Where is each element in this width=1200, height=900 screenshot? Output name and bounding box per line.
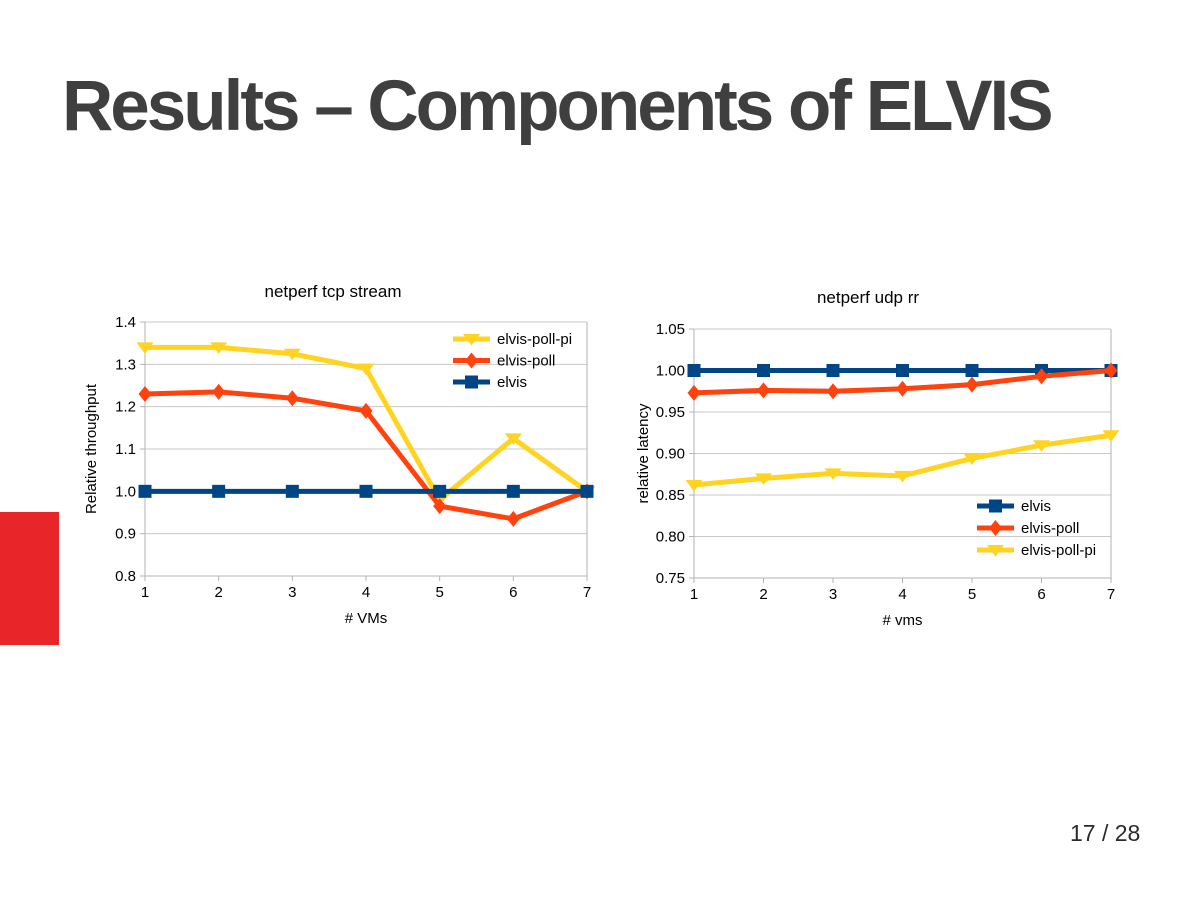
svg-text:Relative throughput: Relative throughput	[83, 383, 100, 514]
svg-text:elvis-poll-pi: elvis-poll-pi	[1021, 542, 1096, 559]
svg-text:netperf tcp stream: netperf tcp stream	[264, 282, 401, 301]
svg-text:0.85: 0.85	[656, 487, 685, 504]
svg-text:1.00: 1.00	[656, 363, 685, 380]
svg-text:elvis-poll-pi: elvis-poll-pi	[497, 331, 572, 348]
svg-text:1.4: 1.4	[115, 314, 136, 331]
svg-text:elvis-poll: elvis-poll	[1021, 520, 1079, 537]
svg-text:6: 6	[509, 584, 517, 601]
netperf-udp-rr-chart: 1.05 1.00 0.95 0.90 0.85 0.80 0.75 1 2 3 4 5 6 7 netpe…	[635, 288, 1120, 629]
svg-text:0.8: 0.8	[115, 568, 136, 585]
svg-text:netperf udp rr: netperf udp rr	[817, 288, 919, 307]
svg-text:7: 7	[583, 584, 591, 601]
svg-text:2: 2	[214, 584, 222, 601]
svg-text:elvis: elvis	[497, 374, 527, 391]
svg-text:6: 6	[1037, 586, 1045, 603]
svg-text:5: 5	[968, 586, 976, 603]
svg-text:0.80: 0.80	[656, 529, 685, 546]
svg-text:4: 4	[898, 586, 906, 603]
svg-text:2: 2	[759, 586, 767, 603]
svg-text:1.2: 1.2	[115, 399, 136, 416]
netperf-tcp-stream-chart: 1.4 1.3 1.2 1.1 1.0 0.9 0.8 1 2 3 4 5 6 7 netperf tcp …	[83, 282, 596, 627]
svg-text:1.1: 1.1	[115, 441, 136, 458]
red-accent-bar	[0, 512, 59, 645]
svg-text:# VMs: # VMs	[345, 610, 388, 627]
svg-text:0.90: 0.90	[656, 446, 685, 463]
svg-text:4: 4	[362, 584, 370, 601]
svg-text:1.05: 1.05	[656, 321, 685, 338]
svg-text:0.9: 0.9	[115, 526, 136, 543]
svg-text:elvis: elvis	[1021, 498, 1051, 515]
svg-text:# vms: # vms	[882, 612, 922, 629]
svg-text:1.0: 1.0	[115, 483, 136, 500]
svg-text:3: 3	[288, 584, 296, 601]
svg-text:1: 1	[141, 584, 149, 601]
svg-text:3: 3	[829, 586, 837, 603]
svg-text:5: 5	[435, 584, 443, 601]
page-number: 17 / 28	[1070, 820, 1141, 846]
svg-text:0.75: 0.75	[656, 570, 685, 587]
svg-text:1: 1	[690, 586, 698, 603]
svg-text:relative latency: relative latency	[635, 403, 652, 504]
svg-text:1.3: 1.3	[115, 356, 136, 373]
svg-text:0.95: 0.95	[656, 404, 685, 421]
svg-text:7: 7	[1107, 586, 1115, 603]
slide-title: Results – Components of ELVIS	[62, 67, 1054, 146]
svg-text:elvis-poll: elvis-poll	[497, 353, 555, 370]
